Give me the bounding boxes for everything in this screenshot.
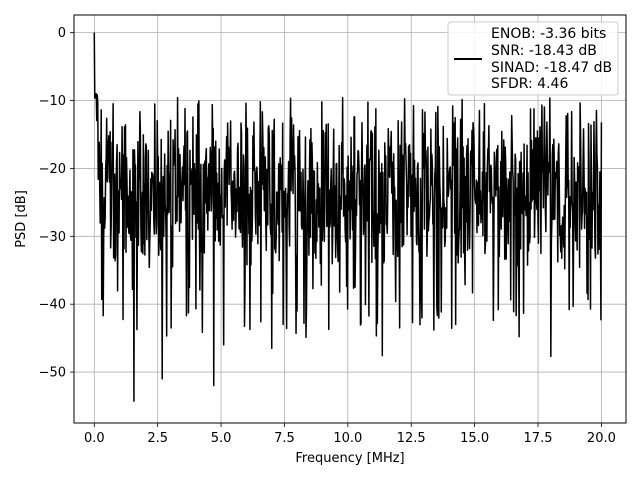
y-tick-label: −20: [39, 162, 66, 177]
x-tick-label: 17.5: [524, 431, 553, 446]
legend-line-snr: SNR: -18.43 dB: [491, 43, 597, 59]
y-tick-label: −30: [39, 230, 66, 245]
x-tick-label: 15.0: [460, 431, 489, 446]
x-tick-label: 2.5: [147, 431, 168, 446]
y-axis-label: PSD [dB]: [14, 190, 29, 248]
x-tick-label: 0.0: [84, 431, 105, 446]
x-axis-ticks: 0.0 2.5 5.0 7.5 10.0 12.5 15.0 17.5 20.0: [84, 423, 616, 446]
x-tick-label: 12.5: [397, 431, 426, 446]
legend-line-sfdr: SFDR: 4.46: [491, 76, 568, 92]
x-tick-label: 5.0: [211, 431, 232, 446]
legend-line-enob: ENOB: -3.36 bits: [491, 26, 606, 42]
psd-series-line: [93, 32, 603, 403]
x-tick-label: 20.0: [587, 431, 616, 446]
plot-frame: [73, 14, 627, 424]
legend-line-sinad: SINAD: -18.47 dB: [491, 60, 612, 76]
x-tick-label: 10.0: [333, 431, 362, 446]
y-tick-label: −10: [39, 94, 66, 109]
y-tick-label: −40: [39, 298, 66, 313]
legend: ENOB: -3.36 bits SNR: -18.43 dB SINAD: -…: [447, 21, 619, 96]
x-axis-label: Frequency [MHz]: [295, 451, 404, 466]
y-axis-ticks: 0 −10 −20 −30 −40 −50: [39, 26, 74, 381]
y-tick-label: 0: [58, 26, 66, 41]
x-tick-label: 7.5: [274, 431, 295, 446]
series-group: [93, 32, 603, 403]
y-tick-label: −50: [39, 366, 66, 381]
legend-box: [447, 21, 619, 96]
